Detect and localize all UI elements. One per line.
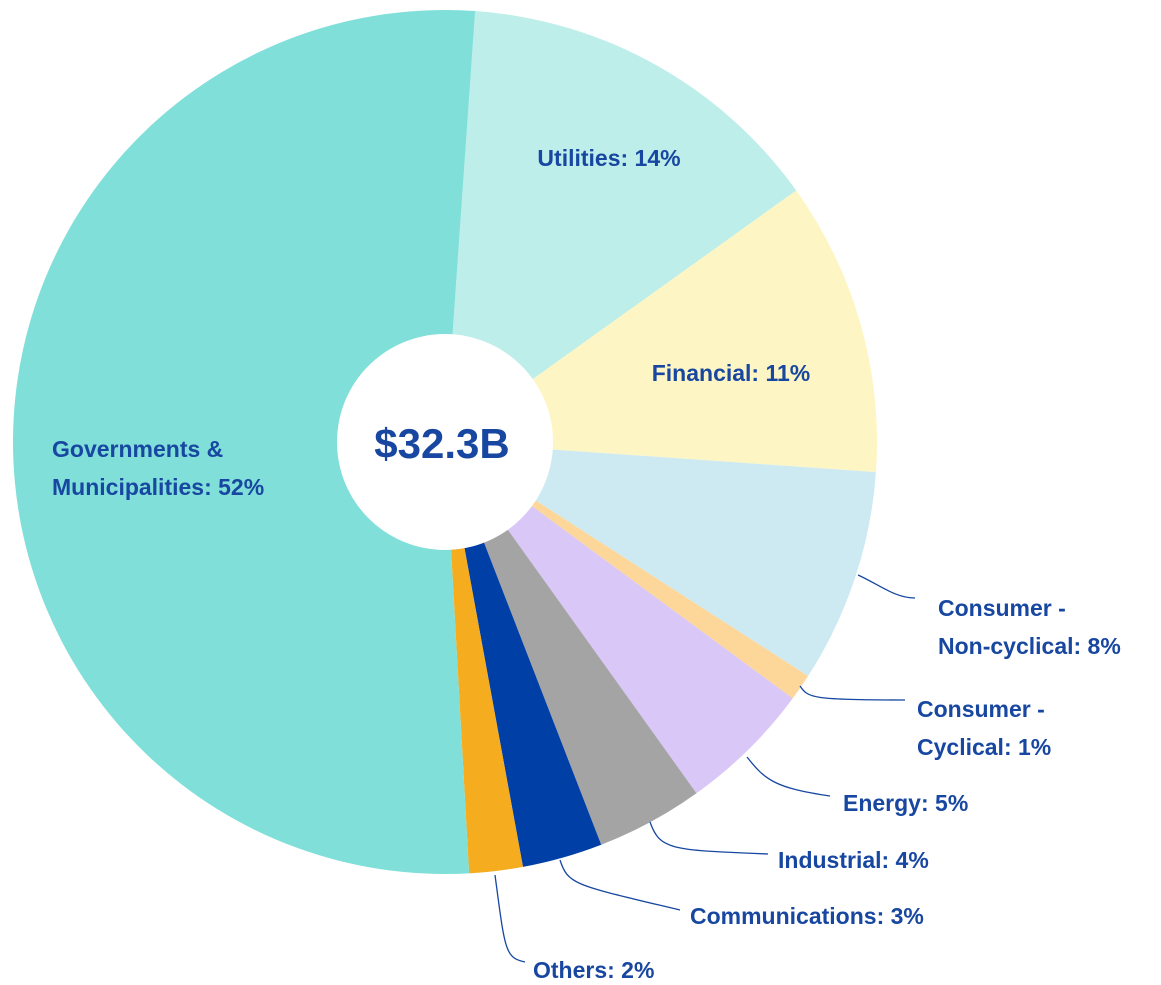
slice-label: Governments &: [52, 436, 223, 462]
donut-hole: [337, 334, 553, 550]
slice-label: Municipalities: 52%: [52, 474, 264, 500]
leader-line: [559, 859, 681, 911]
leader-line: [799, 685, 906, 701]
leader-line: [746, 756, 831, 797]
slice-label: Utilities: 14%: [537, 145, 680, 171]
slice: [451, 11, 797, 384]
slice-label: Consumer -: [917, 696, 1045, 722]
center-label: $32.3B: [374, 420, 509, 467]
slice: [463, 535, 602, 867]
slice: [525, 496, 809, 699]
slice: [529, 448, 876, 677]
slice: [450, 540, 523, 874]
labels: Utilities: 14% Financial: 11% Consumer - No…: [52, 145, 1121, 983]
slice-label: Others: 2%: [533, 957, 654, 983]
slice: [481, 523, 697, 845]
slice-label: Non-cyclical: 8%: [938, 633, 1121, 659]
slice-label: Energy: 5%: [843, 790, 968, 816]
slice-label: Financial: 11%: [652, 360, 811, 386]
slice: [503, 501, 793, 794]
slice-label: Industrial: 4%: [778, 847, 929, 873]
leader-line: [649, 821, 769, 855]
leader-line: [494, 874, 526, 963]
slice-label: Consumer -: [938, 595, 1066, 621]
slices: [13, 10, 877, 874]
leader-line: [857, 574, 916, 599]
slice-label: Cyclical: 1%: [917, 734, 1051, 760]
slice: [526, 190, 877, 473]
slice-label: Communications: 3%: [690, 903, 924, 929]
slice: [13, 10, 476, 874]
